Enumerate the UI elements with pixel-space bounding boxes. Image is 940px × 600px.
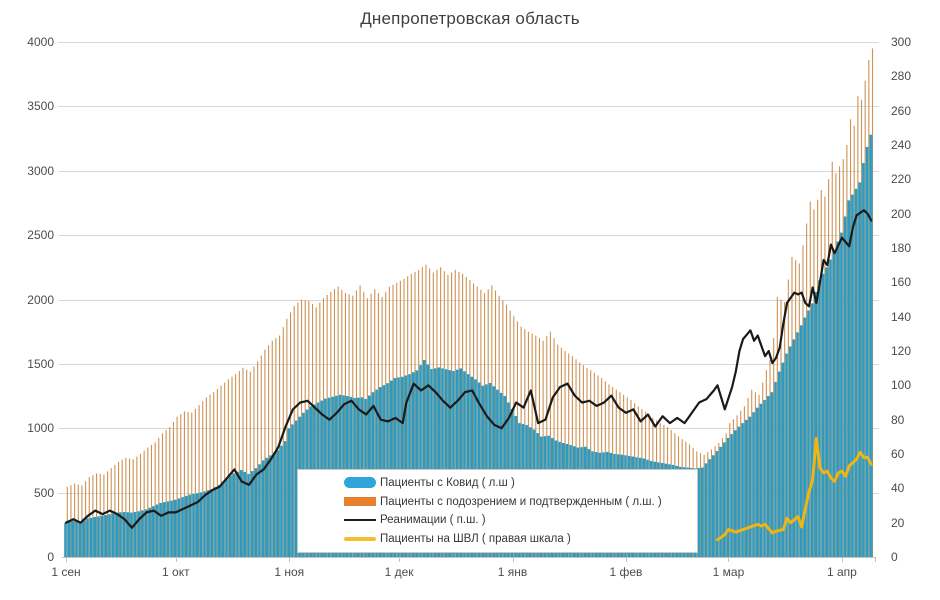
covid-bar-swatch-icon	[344, 477, 376, 489]
legend-label: Пациенты на ШВЛ ( правая шкала )	[380, 533, 571, 546]
x-tick-label: 1 окт	[162, 565, 190, 579]
x-tick-label: 1 ноя	[274, 565, 305, 579]
y-right-tick-label: 280	[891, 69, 912, 84]
legend-item-ventilator: Пациенты на ШВЛ ( правая шкала )	[344, 530, 697, 548]
legend-item-icu: Реанимации ( п.ш. )	[344, 511, 697, 529]
x-tick-label: 1 апр	[826, 565, 857, 579]
y-right-tick-label: 240	[891, 138, 912, 152]
y-left-tick-label: 0	[47, 550, 54, 564]
y-left-tick-label: 4000	[27, 35, 54, 49]
y-right-tick-label: 60	[891, 447, 905, 461]
x-tick-label: 1 фев	[609, 565, 643, 579]
y-right-tick-label: 180	[891, 241, 912, 255]
y-right-tick-label: 40	[891, 481, 905, 496]
x-tick-label: 1 мар	[712, 565, 745, 579]
icu-line-swatch-icon	[344, 519, 376, 522]
y-left-tick-label: 1500	[27, 356, 54, 371]
y-right-tick-label: 200	[891, 206, 912, 221]
legend-label: Пациенты с подозрением и подтвержденным …	[380, 495, 662, 508]
y-right-tick-label: 160	[891, 275, 912, 290]
x-tick-label: 1 янв	[497, 565, 528, 579]
y-right-tick-label: 300	[891, 35, 912, 49]
y-left-tick-label: 500	[33, 485, 54, 500]
y-left-tick-label: 3500	[27, 99, 54, 114]
y-right-tick-label: 260	[891, 103, 912, 118]
y-right-tick-label: 140	[891, 309, 912, 324]
x-tick-label: 1 дек	[384, 565, 414, 579]
y-left-tick-label: 2500	[27, 228, 54, 243]
legend-item-suspected: Пациенты с подозрением и подтвержденным …	[344, 493, 697, 511]
chart-title: Днепропетровская область	[360, 9, 580, 28]
y-right-tick-label: 80	[891, 412, 905, 427]
y-left-tick-label: 1000	[27, 421, 54, 436]
y-right-tick-label: 120	[891, 344, 912, 358]
y-left-tick-label: 3000	[27, 163, 54, 178]
legend-box: Пациенты с Ковид ( л.ш ) Пациенты с подо…	[297, 469, 698, 553]
y-right-tick-label: 20	[891, 515, 905, 530]
y-right-tick-label: 0	[891, 550, 898, 564]
y-right-tick-label: 220	[891, 172, 912, 187]
ventilator-line-swatch-icon	[344, 537, 376, 542]
x-tick-label: 1 сен	[51, 565, 81, 579]
suspected-bar-swatch-icon	[344, 497, 376, 507]
y-right-tick-label: 100	[891, 378, 912, 393]
legend-item-covid: Пациенты с Ковид ( л.ш )	[344, 474, 697, 492]
legend-label: Реанимации ( п.ш. )	[380, 514, 486, 527]
legend-label: Пациенты с Ковид ( л.ш )	[380, 476, 515, 489]
y-left-tick-label: 2000	[27, 292, 54, 307]
